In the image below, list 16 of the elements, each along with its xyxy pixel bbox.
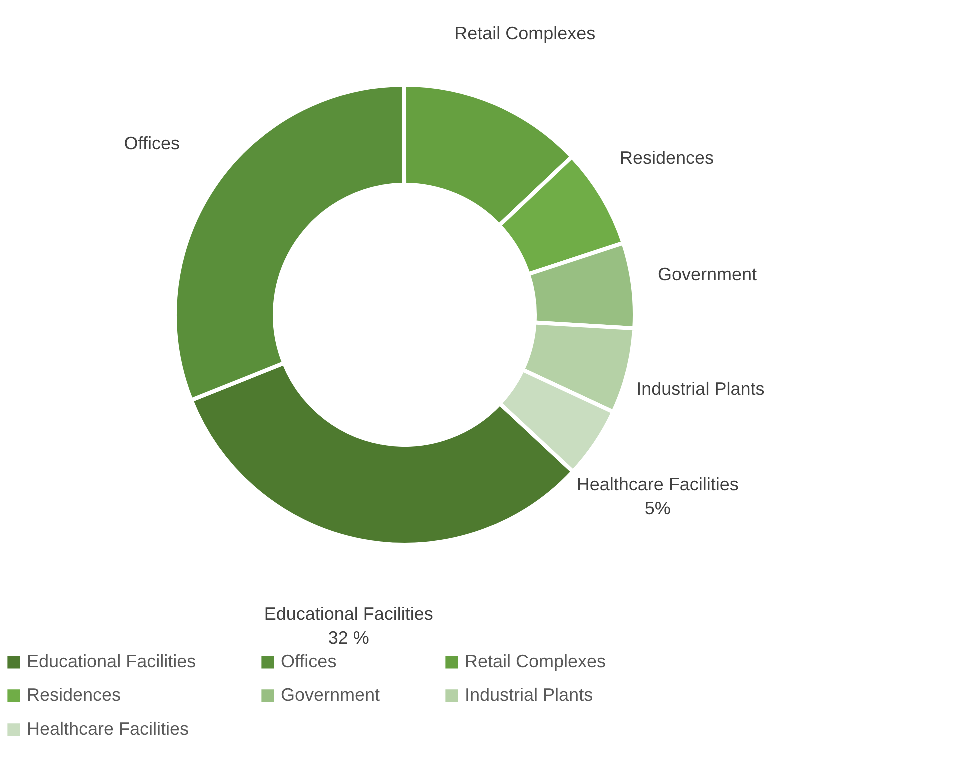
slice-label: Government — [658, 264, 757, 285]
slice-label: Industrial Plants — [636, 378, 765, 399]
legend-label: Educational Facilities — [27, 651, 196, 672]
slice-label: Residences — [620, 148, 714, 168]
slice-label: Offices — [124, 133, 180, 154]
legend-label: Residences — [27, 685, 122, 705]
legend-label: Government — [281, 685, 380, 705]
data-label: 5% — [644, 498, 671, 519]
data-label: 32 % — [328, 628, 370, 648]
legend-label: Healthcare Facilities — [27, 719, 190, 739]
slice-label: Educational Facilities — [264, 604, 434, 624]
slice-label: Retail Complexes — [454, 24, 596, 44]
slice-label: Healthcare Facilities — [576, 474, 739, 495]
legend-label: Industrial Plants — [465, 685, 594, 705]
legend-label: Retail Complexes — [465, 651, 606, 672]
legend-label: Offices — [281, 651, 337, 672]
